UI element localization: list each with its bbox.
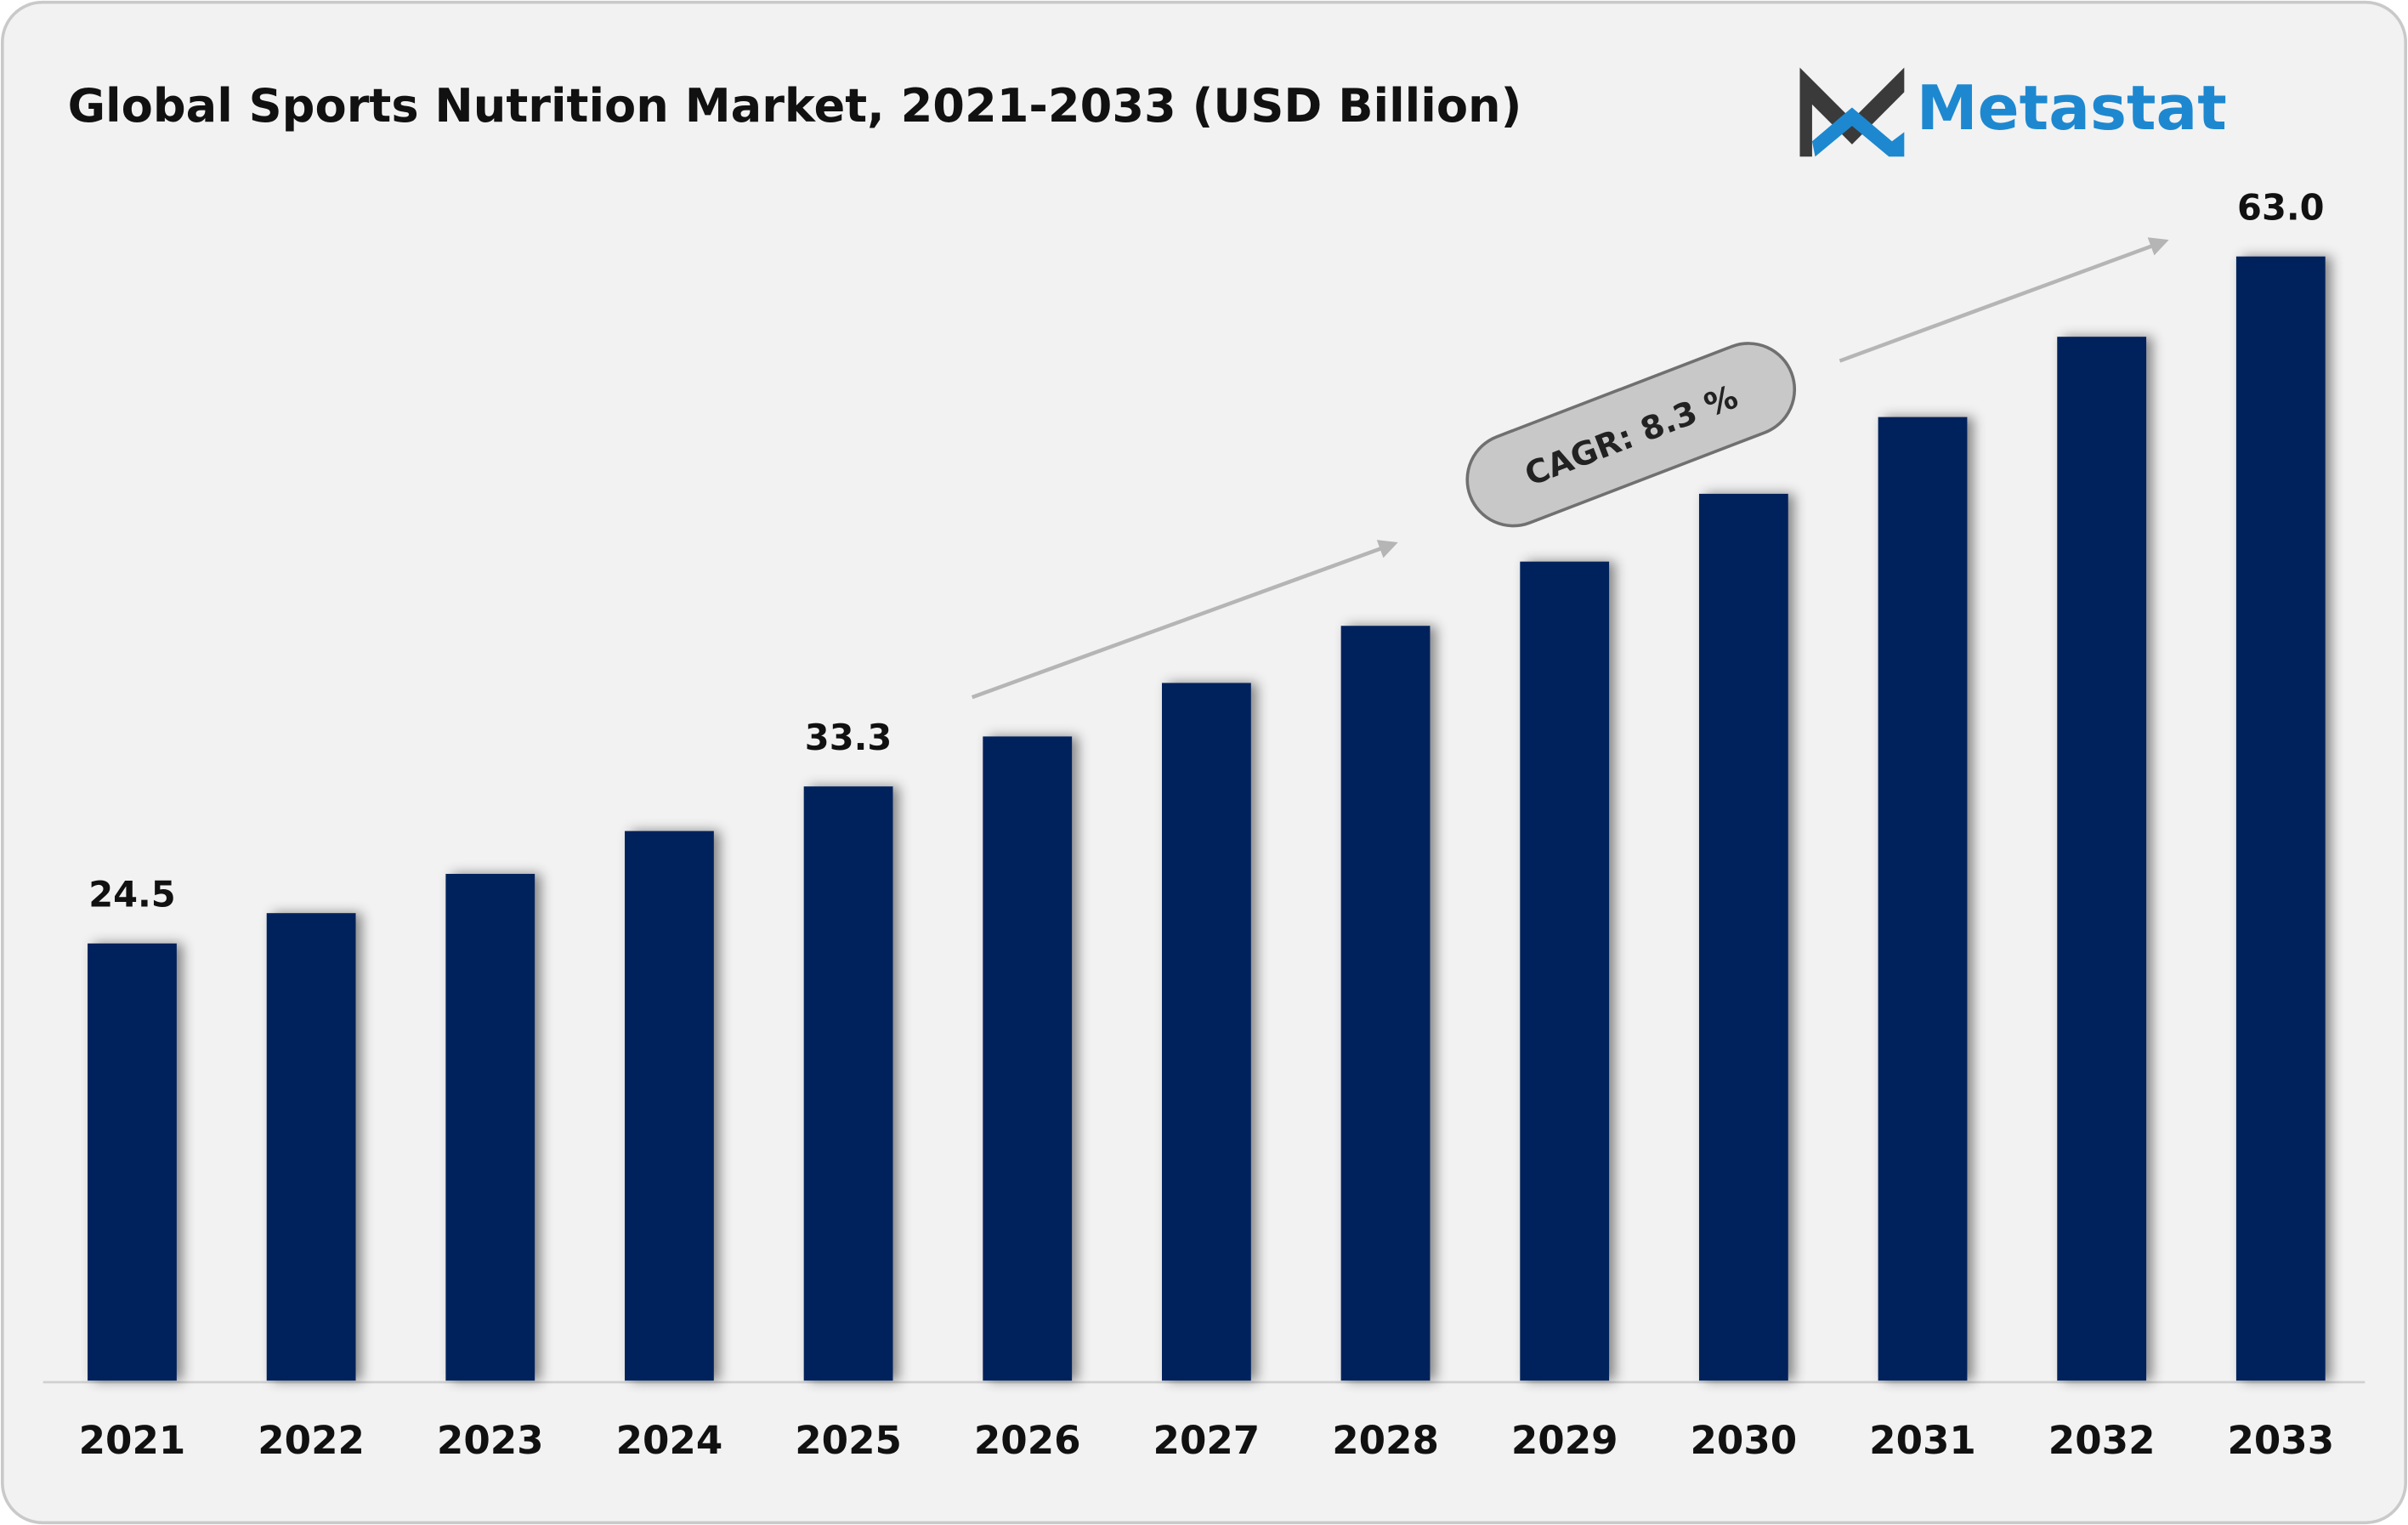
bar [983,736,1073,1381]
badge-bg [1465,342,1797,528]
bar [2057,337,2147,1381]
brand: Metastat [1917,73,2227,145]
value-label: 24.5 [88,874,176,916]
x-tick-label: 2033 [2227,1418,2334,1463]
bar [1340,626,1431,1381]
value-label: 33.3 [805,717,892,758]
x-tick-label: 2023 [437,1418,544,1463]
bar [1520,561,1610,1381]
x-tick-label: 2024 [616,1418,723,1463]
trend-arrow [1839,237,2169,363]
bar [1698,493,1788,1381]
bar [1878,417,1968,1381]
logo: Metastat [1799,67,2227,157]
x-tick-label: 2032 [2048,1418,2156,1463]
trend-arrow [971,540,1398,700]
x-tick-label: 2026 [974,1418,1081,1463]
chart-title: Global Sports Nutrition Market, 2021-203… [68,79,1522,133]
bar [445,874,535,1381]
bar [88,943,177,1381]
bar [803,786,893,1381]
bar [266,913,356,1381]
value-label: 63.0 [2237,187,2325,229]
x-tick-label: 2025 [795,1418,902,1463]
bar [1161,683,1251,1381]
bar [625,831,714,1381]
x-tick-label: 2027 [1153,1418,1261,1463]
x-tick-label: 2028 [1332,1418,1439,1463]
x-tick-label: 2029 [1511,1418,1618,1463]
x-tick-label: 2030 [1691,1418,1798,1463]
x-tick-label: 2022 [258,1418,365,1463]
x-tick-label: 2021 [79,1418,186,1463]
x-tick-label: 2031 [1869,1418,1976,1463]
bar [2235,256,2326,1381]
